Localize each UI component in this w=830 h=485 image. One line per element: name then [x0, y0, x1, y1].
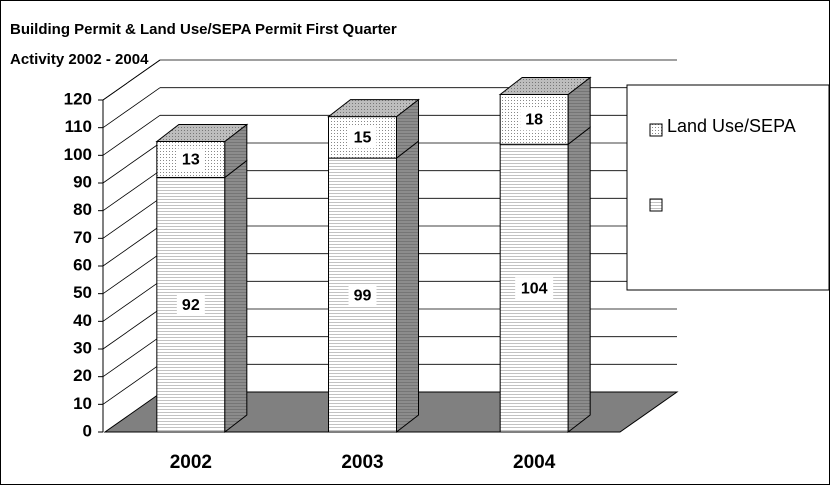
x-tick-label: 2004	[513, 452, 556, 473]
bar-top	[498, 76, 592, 95]
legend	[626, 84, 830, 291]
y-tick-label: 110	[65, 117, 92, 136]
y-tick-label: 50	[73, 283, 92, 302]
grid-line	[102, 170, 161, 211]
grid-line	[102, 198, 161, 239]
value-label: 99	[354, 287, 372, 304]
y-tick-label: 10	[73, 394, 92, 413]
grid-line	[102, 225, 161, 267]
y-tick-label: 0	[83, 421, 92, 440]
y-tick-label: 120	[64, 89, 92, 108]
grid-line	[102, 364, 161, 405]
y-tick-label: 30	[73, 338, 92, 357]
y-tick-label: 60	[73, 255, 92, 274]
value-label: 15	[354, 130, 372, 147]
grid-line	[102, 142, 161, 184]
y-tick-label: 40	[73, 311, 92, 330]
legend-swatch	[649, 123, 663, 137]
y-tick-label: 100	[64, 145, 92, 164]
y-tick-label: 80	[73, 200, 92, 219]
y-axis-back	[102, 59, 161, 101]
value-label-bg	[176, 148, 205, 171]
grid-line	[102, 308, 161, 350]
bar-side	[224, 159, 248, 434]
y-tick-label: 90	[73, 172, 92, 191]
chart-title: Activity 2002 - 2004	[10, 51, 149, 68]
y-tick-label: 70	[73, 228, 92, 247]
x-tick-label: 2003	[341, 452, 383, 473]
legend-label: Land Use/SEPA	[667, 116, 796, 136]
grid-line	[102, 253, 161, 294]
bar-top	[155, 124, 249, 142]
grid-line	[102, 336, 161, 377]
value-label-bg	[176, 293, 205, 316]
x-tick-label: 2002	[170, 452, 212, 473]
bar-top	[327, 99, 420, 118]
value-label-bg	[348, 284, 377, 307]
legend-swatch	[649, 198, 663, 212]
value-label: 104	[521, 280, 548, 297]
grid-line	[102, 281, 161, 322]
value-label-bg	[348, 126, 377, 149]
grid-line	[102, 115, 161, 156]
value-label-bg	[515, 277, 554, 300]
bar-side	[396, 140, 419, 434]
value-label: 13	[182, 152, 200, 169]
value-label: 92	[182, 297, 200, 314]
y-tick-label: 20	[73, 366, 92, 385]
value-label: 18	[525, 112, 543, 129]
chart-title: Building Permit & Land Use/SEPA Permit F…	[10, 21, 397, 38]
grid-line	[102, 87, 161, 128]
bar-side	[567, 126, 591, 434]
value-label-bg	[520, 108, 549, 131]
